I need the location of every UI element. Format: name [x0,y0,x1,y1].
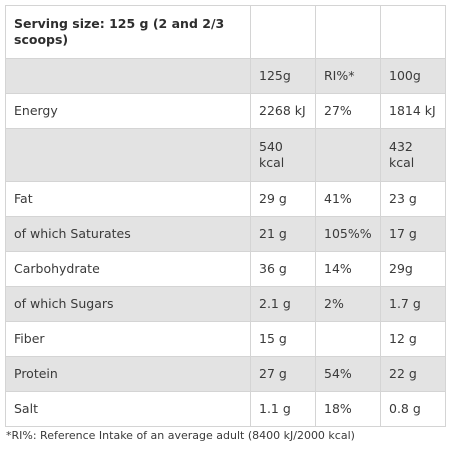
per-serving-value: 1.1 g [250,391,316,427]
row-label: Salt [5,391,251,427]
row-label: Protein [5,356,251,392]
serving-size-title: Serving size: 125 g (2 and 2/3 scoops) [5,5,251,59]
header-empty-cell [315,5,381,59]
per-serving-value: 36 g [250,251,316,287]
row-label: Energy [5,93,251,129]
column-header-row: 125g RI%* 100g [5,58,446,94]
table-row: of which Saturates 21 g 105%% 17 g [5,216,446,252]
table-row: Fat 29 g 41% 23 g [5,181,446,217]
per-100g-value: 0.8 g [380,391,446,427]
per-100g-value: 1814 kJ [380,93,446,129]
table-row: Protein 27 g 54% 22 g [5,356,446,392]
per-serving-value: 2.1 g [250,286,316,322]
ri-percent-value: 18% [315,391,381,427]
ri-percent-header: RI%* [315,58,381,94]
per-serving-value: 540 kcal [250,128,316,182]
ri-percent-value: 105%% [315,216,381,252]
ri-percent-value [315,128,381,182]
per-serving-value: 15 g [250,321,316,357]
per-100g-value: 1.7 g [380,286,446,322]
per-serving-header: 125g [250,58,316,94]
ri-percent-value: 2% [315,286,381,322]
serving-size-row: Serving size: 125 g (2 and 2/3 scoops) [5,5,446,59]
per-100g-value: 22 g [380,356,446,392]
ri-percent-value: 27% [315,93,381,129]
ri-percent-value [315,321,381,357]
table-row: 540 kcal 432 kcal [5,128,446,182]
row-label: Fiber [5,321,251,357]
nutrition-table: Serving size: 125 g (2 and 2/3 scoops) 1… [5,5,446,427]
ri-percent-value: 41% [315,181,381,217]
per-100g-header: 100g [380,58,446,94]
row-label [5,128,251,182]
table-row: Salt 1.1 g 18% 0.8 g [5,391,446,427]
per-100g-value: 29g [380,251,446,287]
per-100g-value: 17 g [380,216,446,252]
ri-percent-value: 14% [315,251,381,287]
per-serving-value: 27 g [250,356,316,392]
row-label: of which Sugars [5,286,251,322]
per-serving-value: 29 g [250,181,316,217]
per-serving-value: 21 g [250,216,316,252]
table-row: of which Sugars 2.1 g 2% 1.7 g [5,286,446,322]
per-serving-value: 2268 kJ [250,93,316,129]
header-empty-cell [250,5,316,59]
ri-footnote: *RI%: Reference Intake of an average adu… [6,429,355,442]
ri-percent-value: 54% [315,356,381,392]
table-row: Energy 2268 kJ 27% 1814 kJ [5,93,446,129]
row-label: of which Saturates [5,216,251,252]
row-label: Carbohydrate [5,251,251,287]
row-label: Fat [5,181,251,217]
per-100g-value: 23 g [380,181,446,217]
table-row: Fiber 15 g 12 g [5,321,446,357]
per-100g-value: 12 g [380,321,446,357]
header-empty-cell [380,5,446,59]
row-label [5,58,251,94]
per-100g-value: 432 kcal [380,128,446,182]
table-row: Carbohydrate 36 g 14% 29g [5,251,446,287]
